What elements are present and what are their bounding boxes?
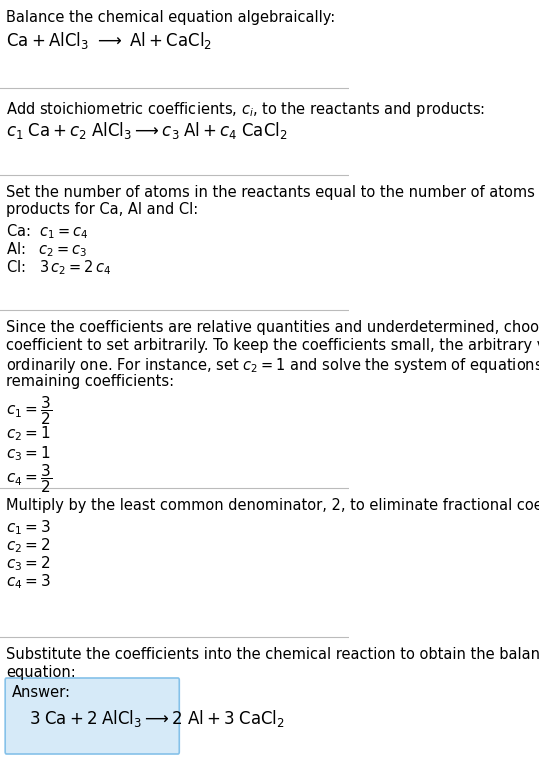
Text: $c_2 = 1$: $c_2 = 1$ — [6, 424, 51, 443]
Text: ordinarily one. For instance, set $c_2 = 1$ and solve the system of equations fo: ordinarily one. For instance, set $c_2 =… — [6, 356, 539, 375]
Text: coefficient to set arbitrarily. To keep the coefficients small, the arbitrary va: coefficient to set arbitrarily. To keep … — [6, 338, 539, 353]
Text: Ca:  $c_1 = c_4$: Ca: $c_1 = c_4$ — [6, 222, 89, 241]
Text: $c_1 = \dfrac{3}{2}$: $c_1 = \dfrac{3}{2}$ — [6, 394, 52, 427]
Text: $\mathrm{Ca + AlCl_3}$ $\longrightarrow$ $\mathrm{Al + CaCl_2}$: $\mathrm{Ca + AlCl_3}$ $\longrightarrow$… — [6, 30, 213, 51]
Text: Since the coefficients are relative quantities and underdetermined, choose a: Since the coefficients are relative quan… — [6, 320, 539, 335]
Text: $c_4 = 3$: $c_4 = 3$ — [6, 572, 51, 591]
Text: $c_2 = 2$: $c_2 = 2$ — [6, 536, 51, 555]
Text: remaining coefficients:: remaining coefficients: — [6, 374, 175, 389]
Text: Answer:: Answer: — [12, 685, 71, 700]
Text: products for Ca, Al and Cl:: products for Ca, Al and Cl: — [6, 202, 199, 217]
Text: $3\;\mathrm{Ca} + 2\;\mathrm{AlCl_3} \longrightarrow 2\;\mathrm{Al} + 3\;\mathrm: $3\;\mathrm{Ca} + 2\;\mathrm{AlCl_3} \lo… — [29, 708, 285, 729]
Text: $c_1\;\mathrm{Ca} + c_2\;\mathrm{AlCl_3} \longrightarrow c_3\;\mathrm{Al} + c_4\: $c_1\;\mathrm{Ca} + c_2\;\mathrm{AlCl_3}… — [6, 120, 288, 141]
Text: $c_4 = \dfrac{3}{2}$: $c_4 = \dfrac{3}{2}$ — [6, 462, 52, 495]
Text: Add stoichiometric coefficients, $c_i$, to the reactants and products:: Add stoichiometric coefficients, $c_i$, … — [6, 100, 486, 119]
Text: Multiply by the least common denominator, 2, to eliminate fractional coefficient: Multiply by the least common denominator… — [6, 498, 539, 513]
Text: $c_3 = 1$: $c_3 = 1$ — [6, 444, 51, 463]
Text: $c_1 = 3$: $c_1 = 3$ — [6, 518, 51, 536]
Text: equation:: equation: — [6, 665, 76, 680]
Text: Set the number of atoms in the reactants equal to the number of atoms in the: Set the number of atoms in the reactants… — [6, 185, 539, 200]
Text: Cl:   $3\,c_2 = 2\,c_4$: Cl: $3\,c_2 = 2\,c_4$ — [6, 258, 112, 277]
Text: Substitute the coefficients into the chemical reaction to obtain the balanced: Substitute the coefficients into the che… — [6, 647, 539, 662]
Text: Al:   $c_2 = c_3$: Al: $c_2 = c_3$ — [6, 240, 88, 259]
Text: $c_3 = 2$: $c_3 = 2$ — [6, 554, 51, 573]
Text: Balance the chemical equation algebraically:: Balance the chemical equation algebraica… — [6, 10, 336, 25]
FancyBboxPatch shape — [5, 678, 179, 754]
